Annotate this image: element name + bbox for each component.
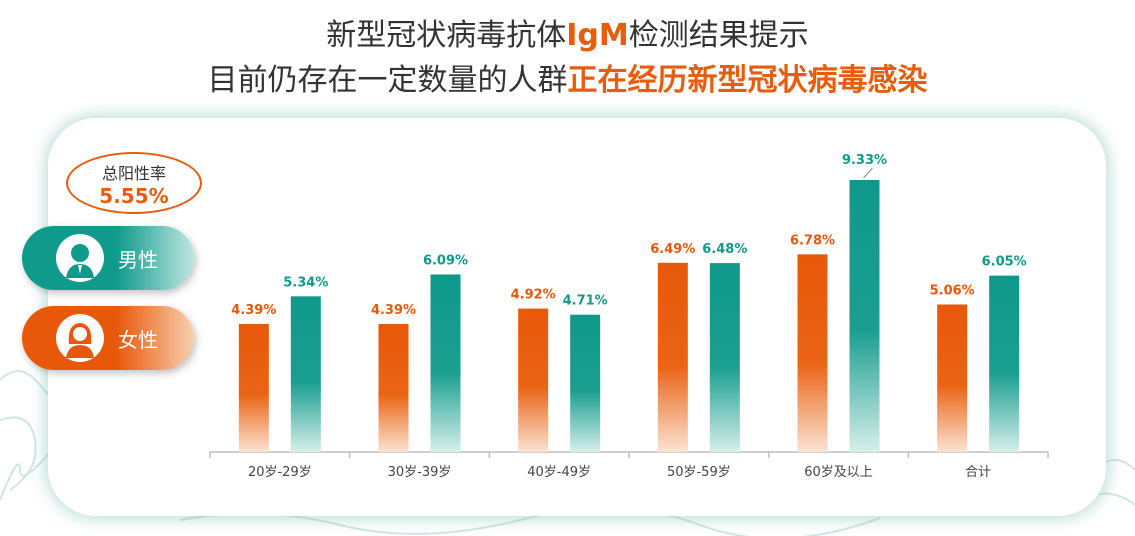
bar-male <box>290 296 321 452</box>
title-line1-post: 检测结果提示 <box>628 18 809 53</box>
data-label: 5.34% <box>283 275 328 290</box>
legend-male: 男性 <box>22 226 194 290</box>
x-tick-label: 30岁-39岁 <box>388 465 452 480</box>
title-line2-pre: 目前仍存在一定数量的人群 <box>207 63 568 98</box>
bar-male <box>570 314 601 452</box>
title-line1-pre: 新型冠状病毒抗体 <box>326 18 567 53</box>
x-tick-label: 50岁-59岁 <box>667 465 731 480</box>
positive-rate-label: 总阳性率 <box>101 164 166 183</box>
bar-male <box>709 263 740 452</box>
data-label: 9.33% <box>842 153 887 168</box>
page-title-line1: 新型冠状病毒抗体IgM检测结果提示 <box>0 10 1135 54</box>
data-label: 4.39% <box>231 303 276 318</box>
data-label: 6.48% <box>702 242 747 257</box>
page-title-line2: 目前仍存在一定数量的人群正在经历新型冠状病毒感染 <box>0 55 1135 99</box>
positive-rate-value: 5.55% <box>99 184 169 208</box>
title-line1-highlight: IgM <box>566 18 629 53</box>
data-label: 6.09% <box>423 253 468 268</box>
male-avatar-icon <box>56 234 104 282</box>
data-label: 4.39% <box>371 303 416 318</box>
positive-rate-badge: 总阳性率 5.55% <box>66 152 202 214</box>
female-avatar-icon <box>56 314 104 362</box>
data-label: 6.78% <box>790 233 835 248</box>
legend-female: 女性 <box>22 306 194 370</box>
bar-female <box>378 324 409 452</box>
bar-female <box>238 324 269 452</box>
data-label: 4.92% <box>511 288 556 303</box>
bar-male <box>430 274 461 452</box>
x-tick-label: 20岁-29岁 <box>248 465 312 480</box>
data-label-leader <box>863 167 873 179</box>
bar-female <box>797 254 828 452</box>
bar-male <box>989 275 1020 452</box>
data-label: 6.49% <box>650 242 695 257</box>
bar-female <box>657 262 688 452</box>
x-tick-label: 60岁及以上 <box>804 465 873 480</box>
data-label: 4.71% <box>563 294 608 309</box>
title-line2-highlight: 正在经历新型冠状病毒感染 <box>567 63 928 98</box>
data-label: 5.06% <box>930 283 975 298</box>
x-tick-label: 合计 <box>965 465 991 480</box>
legend-female-label: 女性 <box>118 328 158 352</box>
bar-female <box>518 308 549 452</box>
legend-male-label: 男性 <box>118 248 158 272</box>
bar-female <box>937 304 968 452</box>
bar-male <box>849 180 880 452</box>
x-tick-label: 40岁-49岁 <box>527 465 591 480</box>
data-label: 6.05% <box>982 255 1027 270</box>
